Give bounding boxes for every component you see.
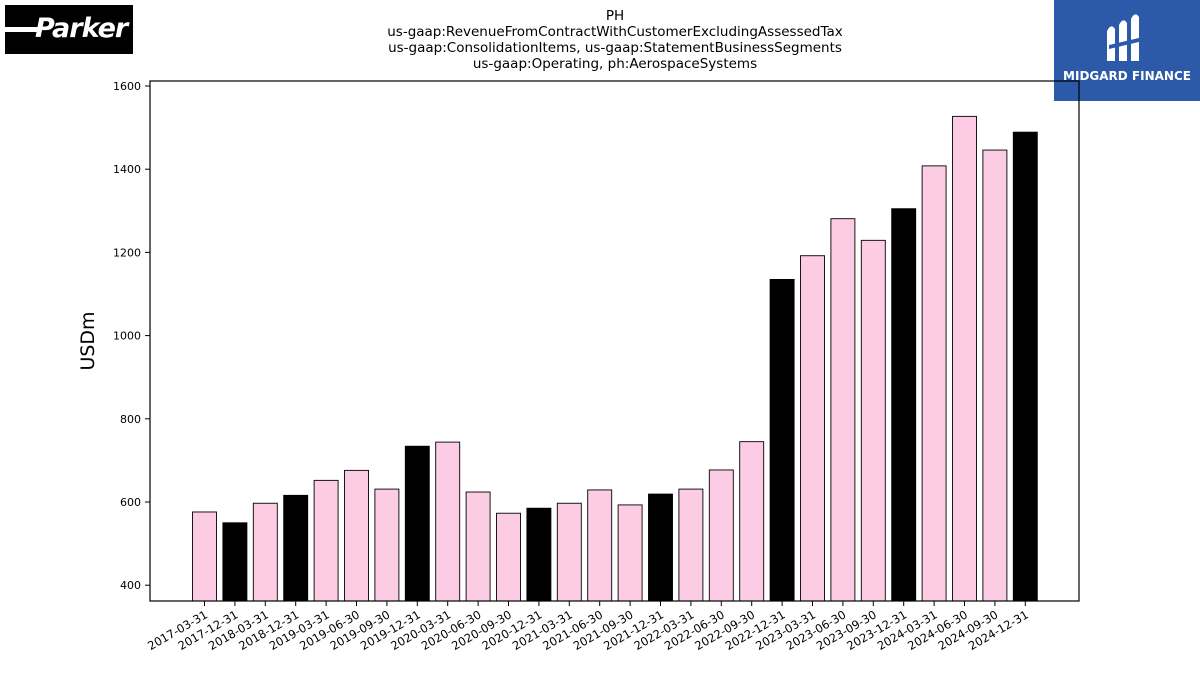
bar [921,165,947,602]
parker-logo: Parker [5,5,133,54]
y-tick-label: 1000 [113,330,141,343]
bar [830,218,856,602]
bar [435,441,461,602]
bar [222,522,248,602]
bar [708,469,734,602]
y-tick-label: 1400 [113,163,141,176]
chart-title-line: us-gaap:RevenueFromContractWithCustomerE… [387,24,843,40]
parker-logo-stripe [5,27,39,32]
bar [465,491,491,602]
y-tick-label: 1600 [113,80,141,93]
bar [739,441,765,602]
y-tick-label: 400 [120,579,141,592]
bar [769,278,795,602]
bar [648,493,673,602]
bar [891,208,917,602]
y-axis-label: USDm [77,311,99,370]
y-tick-label: 600 [120,496,141,509]
bar [617,504,643,602]
midgard-finance-logo: MIDGARD FINANCE [1054,0,1200,101]
y-tick-label: 800 [120,413,141,426]
parker-logo-text: Parker [35,13,128,44]
midgard-mark-icon [1107,14,1143,61]
chart-title-line: us-gaap:ConsolidationItems, us-gaap:Stat… [388,40,842,56]
bar [800,255,825,602]
bar [982,149,1008,602]
midgard-logo-text: MIDGARD FINANCE [1063,69,1191,83]
bar [952,115,977,602]
bar [344,469,369,602]
bar [192,511,217,602]
bar [404,445,430,602]
bar [313,479,339,602]
bar [374,488,400,602]
bar [252,502,278,602]
bar [283,494,309,602]
bar [678,488,704,602]
bar [1012,131,1038,602]
chart-title-line: us-gaap:Operating, ph:AerospaceSystems [473,56,757,72]
plot-frame [149,80,1080,602]
bar [860,239,886,602]
bar [526,507,552,602]
y-tick-label: 1200 [113,246,141,259]
bar [556,502,582,602]
bar [496,512,521,602]
chart-title-line: PH [606,8,624,24]
bar [587,489,613,602]
